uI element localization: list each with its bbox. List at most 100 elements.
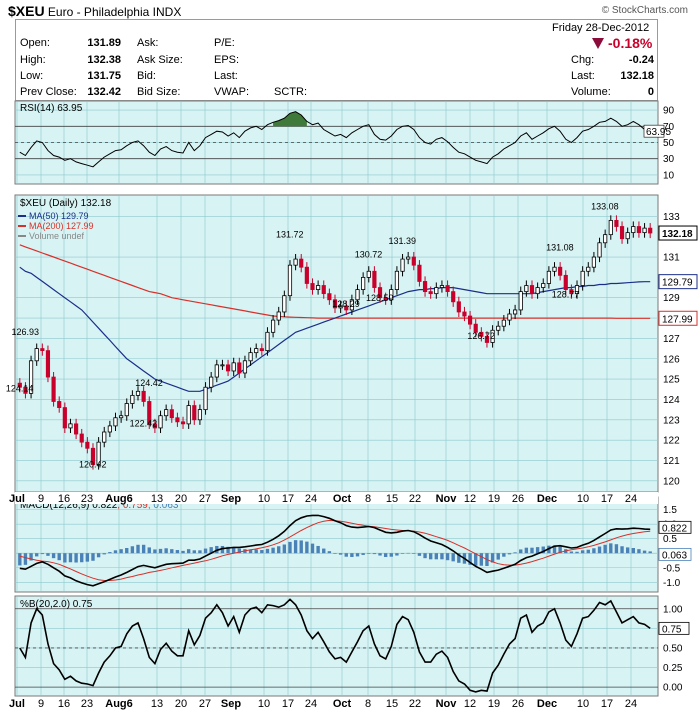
candle-body — [23, 386, 28, 394]
macd-histogram-bar — [457, 553, 461, 563]
macd-histogram-bar — [541, 546, 545, 554]
macd-series: 0.822 0.063 — [18, 514, 692, 587]
price-axis-tick-label: 126 — [663, 354, 680, 365]
macd-histogram-bar — [80, 553, 84, 563]
date-axis-tick-label: 16 — [58, 698, 70, 710]
date-axis-tick-label: Sep — [221, 493, 241, 505]
date-axis-tick-label: 23 — [81, 493, 93, 505]
macd-histogram-bar — [586, 549, 590, 554]
candle-body — [237, 362, 242, 374]
macd-histogram-bar — [648, 551, 652, 554]
macd-histogram-bar — [468, 553, 472, 565]
macd-histogram-bar — [63, 553, 67, 563]
macd-panel-background — [14, 496, 659, 593]
price-annotation: 124.42 — [135, 378, 163, 388]
macd-histogram-bar — [614, 544, 619, 554]
candle-body — [242, 360, 248, 374]
candle-body — [158, 415, 163, 429]
candle-body — [417, 264, 422, 282]
candle-body — [642, 227, 647, 234]
date-axis-tick-label: Aug6 — [105, 698, 133, 710]
macd-histogram-bar — [338, 553, 343, 555]
macd-histogram-bar — [164, 548, 168, 554]
candle-body — [209, 376, 214, 388]
candle-body — [164, 409, 169, 417]
ask-label: Ask: — [137, 37, 159, 49]
macd-histogram-bar — [322, 548, 326, 554]
macd-histogram-bar — [552, 545, 557, 554]
price-legend-label: Volume undef — [29, 231, 85, 241]
macd-histogram-bar — [580, 550, 585, 554]
candle-body — [85, 441, 90, 449]
macd-histogram-bar — [232, 547, 236, 554]
candle-body — [119, 415, 124, 419]
date-axis-tick-label: 9 — [38, 698, 44, 710]
candle-body — [74, 423, 79, 435]
macd-histogram-bar — [147, 547, 151, 554]
macd-histogram-bar — [361, 553, 365, 555]
date-axis-tick-label: Nov — [436, 698, 458, 710]
macd-histogram-bar — [192, 550, 196, 554]
macd-axis-tick-label: 0.5 — [663, 534, 677, 545]
candle-body — [270, 319, 276, 333]
candle-body — [124, 403, 129, 417]
macd-histogram-bar — [637, 549, 641, 554]
date-axis-tick-label: 24 — [305, 493, 317, 505]
price-value-tag-label: 129.79 — [662, 278, 693, 289]
rsi-title: RSI(14) 63.95 — [20, 103, 83, 114]
price-annotation: 128.77 — [552, 289, 580, 299]
candle-body — [456, 301, 461, 313]
macd-histogram-bar — [29, 553, 33, 561]
macd-histogram-bar — [108, 552, 112, 554]
date-axis-tick-label: 12 — [464, 493, 476, 505]
price-annotation: 131.39 — [389, 236, 417, 246]
date-axis-tick-label: Jul — [9, 698, 25, 710]
date-axis-tick-label: 17 — [282, 493, 294, 505]
macd-histogram-bar — [40, 553, 45, 555]
macd-histogram-bar — [609, 543, 613, 554]
candle-body — [186, 405, 191, 425]
date-axis-tick-label: Dec — [537, 698, 557, 710]
candle-body — [541, 283, 546, 288]
macd-legend-entry: , 0.063 — [148, 500, 179, 511]
candle-body — [135, 390, 141, 396]
quote-date: Friday 28-Dec-2012 — [552, 22, 650, 34]
candle-body — [411, 256, 416, 266]
macd-histogram-bar — [383, 553, 388, 557]
candle-body — [591, 256, 596, 268]
rsi-axis-tick-label: 10 — [663, 170, 675, 181]
macd-histogram-bar — [519, 549, 523, 554]
candle-body — [524, 285, 529, 293]
macd-legend-entry: MACD(12,26,9) 0.822 — [20, 500, 118, 511]
volume-value: 0 — [647, 86, 654, 98]
macd-value-tag-label: 0.822 — [662, 523, 687, 534]
sctr-label: SCTR: — [274, 86, 307, 98]
date-axis-tick-label: Sep — [221, 698, 241, 710]
candle-body — [529, 285, 535, 295]
macd-histogram-bar — [558, 546, 562, 554]
price-series: 126.93 124.14 120.42 124.42 122.42 131.72 130.… — [6, 202, 698, 470]
candle-body — [501, 319, 506, 327]
candle-body — [631, 226, 636, 234]
candle-body — [332, 299, 338, 309]
price-axis-tick-label: 122 — [663, 436, 680, 447]
macd-histogram-bar — [237, 548, 242, 554]
low-value: 131.75 — [87, 70, 121, 82]
rsi-panel: 10 30 50 70 90 63.95 RSI(14) 63.95 — [14, 100, 675, 185]
macd-title-text: MACD(12,26,9) 0.822, 0.759, 0.063 — [20, 500, 179, 511]
macd-legend-entry: , 0.759 — [117, 500, 148, 511]
candle-body — [349, 299, 354, 311]
candle-body — [203, 386, 208, 411]
percent-b-value-tag-label: 0.75 — [662, 624, 682, 635]
date-axis-tick-label: 20 — [175, 698, 187, 710]
macd-value-tag-label: 0.063 — [662, 550, 687, 561]
prev-close-value: 132.42 — [87, 86, 121, 98]
candle-body — [96, 441, 101, 465]
date-axis-tick-label: 17 — [601, 698, 613, 710]
macd-histogram-bar — [310, 543, 315, 554]
ask-size-label: Ask Size: — [137, 54, 183, 66]
candle-body — [338, 305, 343, 309]
price-legend-label: MA(50) 129.79 — [29, 211, 89, 221]
macd-histogram-bar — [288, 541, 292, 554]
candle-body — [473, 323, 478, 333]
